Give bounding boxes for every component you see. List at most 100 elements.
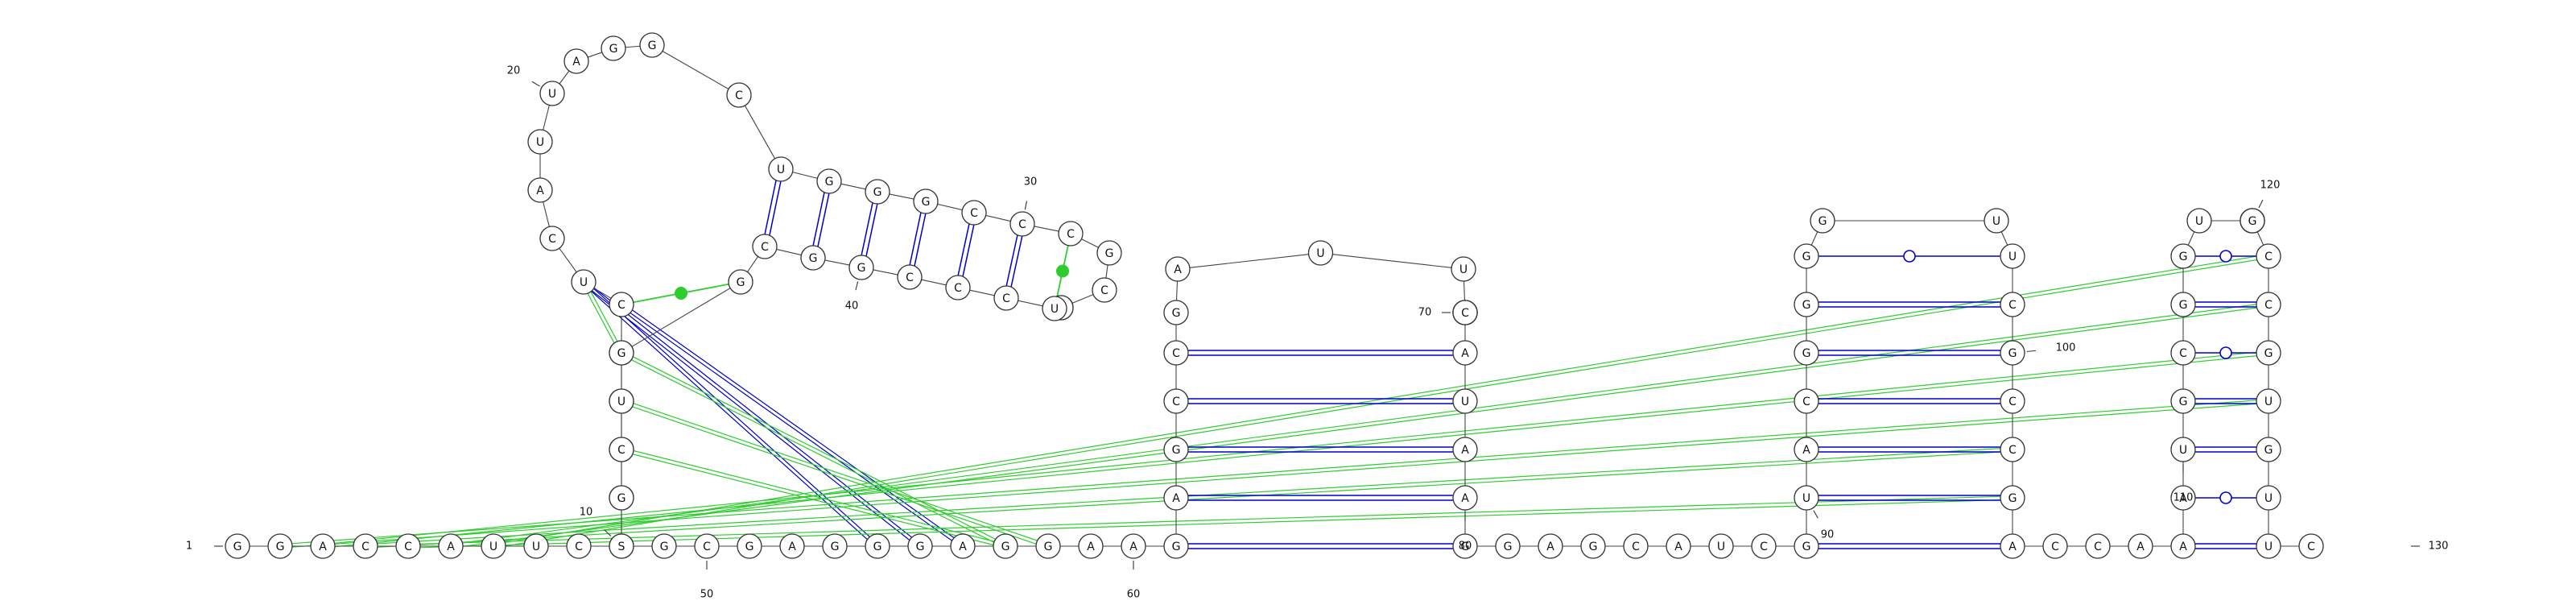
nucleotide-letter: G	[1802, 251, 1811, 263]
nucleotide-letter: C	[404, 541, 412, 553]
canonical-pair-line	[817, 193, 830, 247]
nucleotide: G	[907, 533, 933, 559]
nucleotide-letter: G	[809, 252, 818, 265]
nucleotide-circle	[2170, 243, 2196, 269]
nucleotide-letter: G	[922, 196, 931, 209]
backbone-segment	[873, 269, 898, 276]
nucleotide-letter: U	[1316, 247, 1324, 260]
backbone-segment	[543, 201, 550, 227]
canonical-pair-line	[812, 192, 825, 246]
nucleotide: C	[2170, 340, 2196, 366]
nucleotide-letter: C	[2094, 541, 2102, 553]
nucleotide: G	[1035, 533, 1061, 559]
tertiary-interaction-line	[584, 280, 879, 545]
nucleotide-letter: C	[1760, 541, 1768, 553]
nucleotide-circle	[1163, 533, 1189, 559]
nucleotide-circle	[1794, 243, 1819, 269]
nucleotide-letter: U	[777, 164, 785, 176]
nucleotide: A	[2128, 533, 2153, 559]
nucleotide-letter: G	[825, 176, 834, 188]
backbone-segment	[1189, 254, 1309, 268]
nucleotide-circle	[1121, 533, 1146, 559]
nucleotide-circle	[726, 82, 752, 108]
tertiary-interaction-line	[450, 302, 2268, 545]
nucleotide: G	[2170, 243, 2196, 269]
nucleotide: C	[539, 226, 565, 251]
tertiary-interaction-line	[493, 257, 2269, 549]
backbone-segment	[985, 214, 1011, 222]
nucleotide: C	[1163, 388, 1189, 414]
nucleotide-circle	[1042, 296, 1067, 321]
position-label: 40	[845, 300, 859, 313]
position-label: 80	[1459, 541, 1472, 553]
nucleotide: G	[1794, 292, 1819, 317]
nucleotide-circle	[2000, 340, 2025, 366]
backbone-segment	[1332, 254, 1452, 268]
nucleotide-letter: U	[580, 276, 588, 289]
nucleotide-letter: G	[1461, 541, 1470, 553]
nucleotide-letter: U	[1051, 303, 1059, 316]
nucleotide-circle	[1623, 533, 1649, 559]
nucleotide: A	[1078, 533, 1104, 559]
nucleotide-circle	[694, 533, 720, 559]
nucleotide: C	[609, 292, 634, 317]
nucleotide: A	[779, 533, 805, 559]
nucleotide-circle	[728, 269, 753, 295]
tertiary-interaction-line	[280, 402, 2269, 549]
backbone-segment	[1034, 226, 1059, 232]
nucleotide: G	[913, 188, 939, 214]
nucleotide: A	[2170, 533, 2196, 559]
nucleotide-letter: A	[572, 56, 580, 68]
tertiary-interaction-line	[621, 302, 964, 545]
nucleotide-letter: C	[970, 207, 978, 220]
nucleotide-letter: C	[1172, 347, 1180, 360]
position-tick	[1024, 201, 1028, 210]
nucleotide-circle	[651, 533, 677, 559]
nucleotide-circle	[2000, 485, 2025, 511]
nucleotide-letter: G	[276, 541, 285, 553]
backbone-segment	[776, 248, 802, 256]
nucleotide-circle	[1708, 533, 1734, 559]
position-label: 70	[1418, 307, 1432, 319]
nucleotide-letter: C	[548, 233, 556, 246]
nucleotide-letter: C	[954, 282, 962, 295]
nucleotide: G	[2256, 437, 2281, 462]
backbone-segment	[1810, 231, 1818, 246]
nucleotide: C	[2085, 533, 2111, 559]
nucleotide-letter: G	[1172, 541, 1181, 553]
nucleotide: C	[1452, 300, 1478, 325]
nucleotide-circle	[609, 340, 634, 366]
nucleotide-circle	[1580, 533, 1606, 559]
nucleotide: C	[1092, 277, 1117, 303]
nucleotide-letter: G	[660, 541, 669, 553]
nucleotide-circle	[639, 32, 665, 58]
tertiary-interaction-line	[323, 354, 2269, 549]
nucleotide-circle	[609, 292, 634, 317]
nucleotide-circle	[1452, 533, 1478, 559]
backbone-segment	[744, 105, 776, 160]
nucleotide-circle	[2256, 292, 2281, 317]
position-label: 130	[2429, 541, 2449, 553]
nucleotide: C	[2298, 533, 2324, 559]
canonical-pair-line	[1005, 234, 1018, 286]
nucleotide-circle	[609, 437, 634, 462]
nucleotide-letter: G	[617, 347, 626, 360]
nucleotide-circle	[2256, 243, 2281, 269]
nucleotide: U	[2186, 208, 2212, 234]
nucleotide-letter: C	[575, 541, 583, 553]
nucleotide: G	[737, 533, 762, 559]
nucleotide-letter: C	[2051, 541, 2059, 553]
nucleotide: U	[2256, 533, 2281, 559]
nucleotide-circle	[1452, 300, 1478, 325]
backbone-segment	[593, 288, 612, 299]
nucleotide: G	[2000, 340, 2025, 366]
nucleotide: G	[728, 269, 753, 295]
nucleotide-circle	[2256, 388, 2281, 414]
position-label: 50	[700, 589, 714, 601]
nucleotide: U	[609, 388, 634, 414]
nucleotide: U	[2000, 243, 2025, 269]
backbone-segment	[1081, 238, 1099, 248]
nucleotide-letter: A	[2179, 492, 2187, 505]
